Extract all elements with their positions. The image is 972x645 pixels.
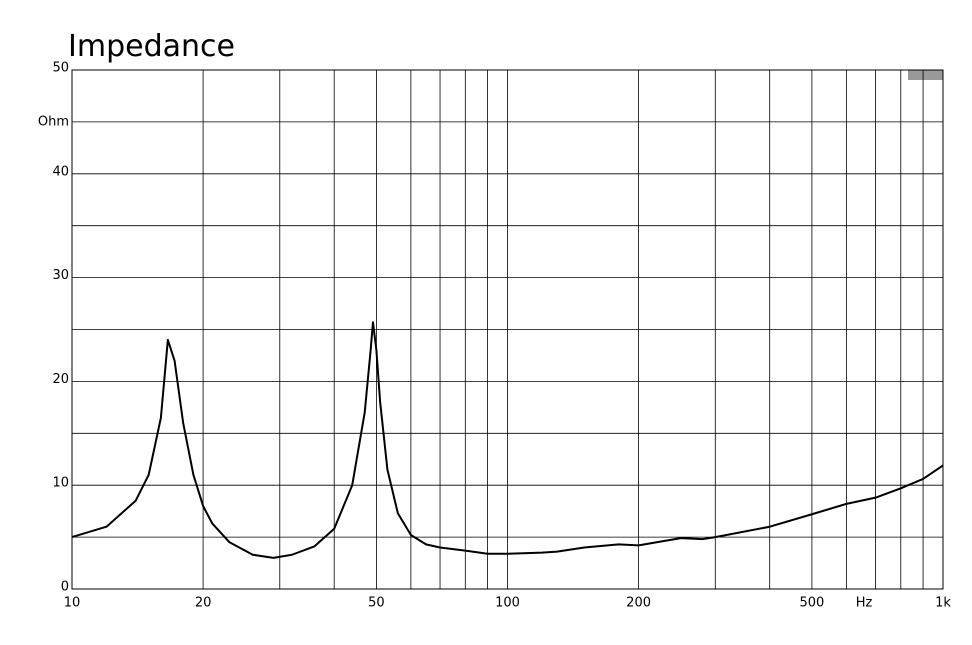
- plot-frame: [71, 69, 944, 590]
- x-tick-label: 100: [495, 596, 520, 611]
- y-unit-label: Ohm: [38, 114, 69, 129]
- x-tick-label: 20: [195, 596, 212, 611]
- y-tick-label: 30: [52, 268, 69, 283]
- x-tick-label: 200: [626, 596, 651, 611]
- x-tick-label: 1k: [935, 596, 951, 611]
- y-tick-label: 50: [52, 61, 69, 76]
- logo: [908, 70, 943, 80]
- y-tick-label: 40: [52, 164, 69, 179]
- chart-title: Impedance: [68, 29, 235, 64]
- x-tick-label: 50: [368, 596, 385, 611]
- x-tick-label: 500: [799, 596, 824, 611]
- impedance-line: [71, 321, 944, 559]
- y-tick-label: 0: [61, 580, 69, 595]
- y-tick-label: 10: [52, 476, 69, 491]
- x-tick-label: 10: [64, 596, 81, 611]
- x-unit-label: Hz: [856, 596, 873, 611]
- y-tick-label: 20: [52, 372, 69, 387]
